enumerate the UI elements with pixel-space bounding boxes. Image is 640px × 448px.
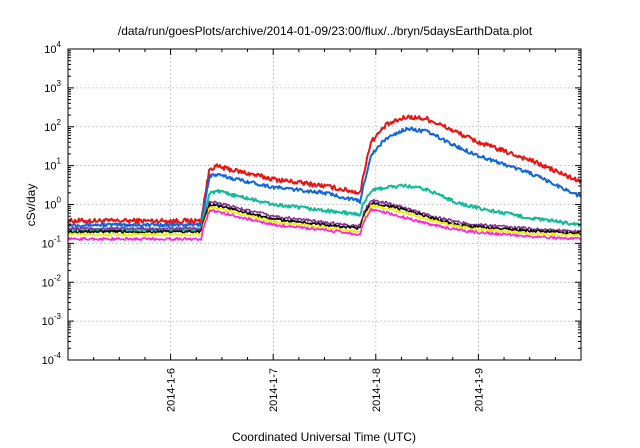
x-tick-label: 2014-1-8 bbox=[371, 368, 383, 412]
ticks bbox=[68, 48, 581, 361]
series-line bbox=[67, 114, 582, 225]
y-tick-base: 10 bbox=[42, 238, 54, 250]
y-axis-label: cSv/day bbox=[24, 184, 38, 227]
y-tick-label: 104 bbox=[44, 40, 61, 56]
y-tick-exponent: 2 bbox=[57, 118, 62, 127]
series-line bbox=[67, 204, 582, 238]
y-tick-base: 10 bbox=[44, 83, 56, 95]
x-axis-label: Coordinated Universal Time (UTC) bbox=[232, 430, 416, 444]
y-tick-base: 10 bbox=[42, 355, 54, 367]
y-tick-base: 10 bbox=[44, 161, 56, 173]
y-tick-base: 10 bbox=[42, 277, 54, 289]
y-tick-base: 10 bbox=[44, 200, 56, 212]
y-tick-label: 100 bbox=[44, 196, 61, 212]
y-tick-exponent: -1 bbox=[54, 234, 62, 243]
y-tick-exponent: 0 bbox=[57, 196, 62, 205]
series-line bbox=[67, 201, 582, 236]
y-tick-label: 10-3 bbox=[42, 312, 62, 328]
y-tick-label: 10-4 bbox=[42, 351, 62, 367]
y-tick-label: 102 bbox=[44, 118, 61, 134]
y-tick-exponent: -3 bbox=[54, 312, 62, 321]
x-tick-label: 2014-1-9 bbox=[473, 368, 485, 412]
series-line bbox=[67, 126, 582, 228]
y-tick-label: 10-1 bbox=[42, 234, 62, 250]
plot-series bbox=[67, 114, 582, 242]
y-tick-exponent: 1 bbox=[57, 157, 62, 166]
y-tick-exponent: 4 bbox=[57, 40, 62, 49]
y-tick-base: 10 bbox=[42, 316, 54, 328]
y-tick-base: 10 bbox=[44, 122, 56, 134]
x-tick-label: 2014-1-7 bbox=[268, 368, 280, 412]
y-tick-exponent: -2 bbox=[54, 273, 62, 282]
y-tick-label: 101 bbox=[44, 157, 61, 173]
y-tick-exponent: 3 bbox=[57, 79, 62, 88]
y-tick-label: 103 bbox=[44, 79, 61, 95]
x-tick-label: 2014-1-6 bbox=[166, 368, 178, 412]
y-tick-exponent: -4 bbox=[54, 351, 62, 360]
series-line bbox=[67, 208, 582, 242]
chart-title: /data/run/goesPlots/archive/2014-01-09/2… bbox=[118, 24, 533, 38]
grid bbox=[68, 49, 581, 360]
y-tick-label: 10-2 bbox=[42, 273, 62, 289]
y-tick-base: 10 bbox=[44, 44, 56, 56]
